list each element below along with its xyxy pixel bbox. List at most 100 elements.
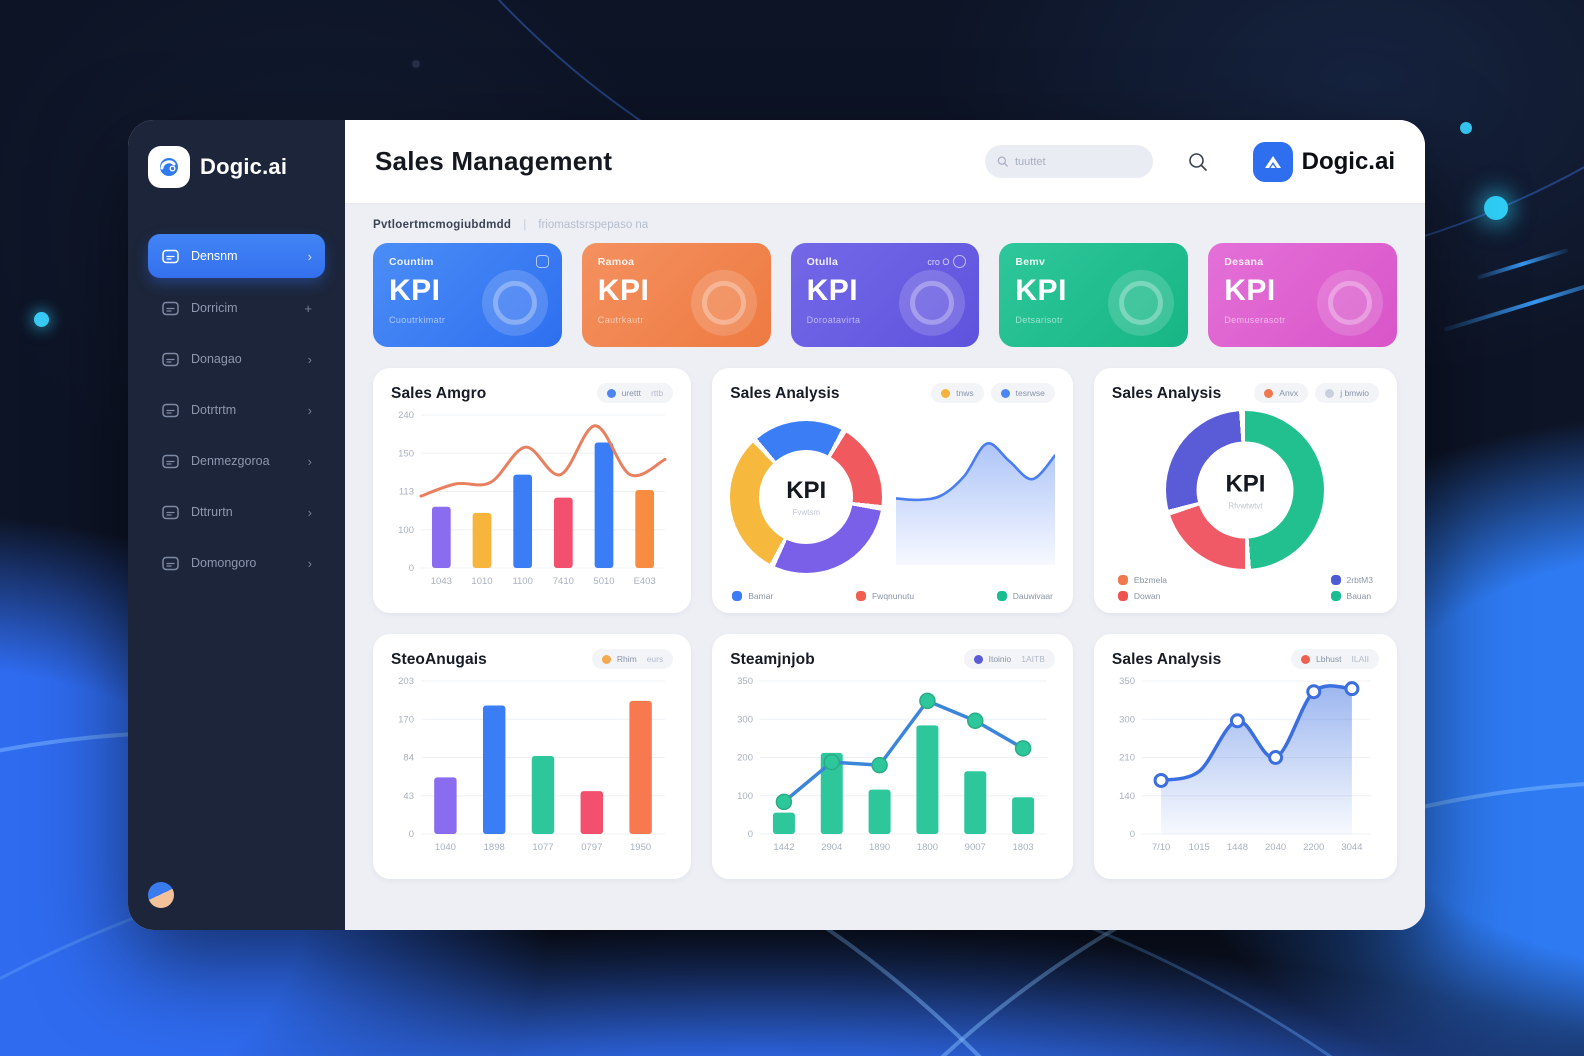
kpi-card-2[interactable]: Otulla KPI Doroatavirta cro O <box>790 243 980 347</box>
legend-dot <box>1300 654 1310 664</box>
kpi-value: KPI <box>1015 274 1067 307</box>
legend-chip[interactable]: Lbhust ILAII <box>1290 649 1379 669</box>
search-icon[interactable] <box>1187 151 1209 173</box>
kpi-label: Otulla <box>806 256 839 268</box>
sidebar-item-label: Denmezgoroa <box>191 454 270 468</box>
svg-text:1950: 1950 <box>630 842 651 853</box>
sidebar-logo[interactable]: Dogic.ai <box>148 146 325 188</box>
page-title: Sales Management <box>375 146 613 176</box>
svg-text:203: 203 <box>398 676 414 687</box>
legend-chip[interactable]: urettt rttb <box>596 383 674 403</box>
kpi-corner-icon: cro O <box>927 255 967 268</box>
svg-text:210: 210 <box>1119 753 1135 764</box>
search-input[interactable] <box>1014 155 1141 168</box>
svg-text:100: 100 <box>398 525 414 536</box>
kpi-card-4[interactable]: Desana KPI Demuserasotr <box>1208 243 1397 347</box>
svg-text:1015: 1015 <box>1189 842 1210 853</box>
svg-text:200: 200 <box>737 753 753 764</box>
main-panel: Sales Management <box>345 120 1425 930</box>
sidebar-item-2[interactable]: Donagao › <box>148 338 325 380</box>
svg-text:100: 100 <box>737 791 753 802</box>
sidebar-menu: Densnm › Dorricim + Donagao › Dotrtrtm ›… <box>148 234 325 584</box>
legend-chip[interactable]: tesrwse <box>990 383 1055 403</box>
chart-title: Sales Analysis <box>1111 651 1222 668</box>
kpi-card-1[interactable]: Ramoa KPI Cautrkautr <box>581 243 771 347</box>
sidebar-item-label: Donagao <box>191 352 242 366</box>
sidebar-item-0[interactable]: Densnm › <box>148 234 325 278</box>
breadcrumb-divider: | <box>523 219 527 231</box>
svg-text:1043: 1043 <box>431 576 452 587</box>
sidebar-item-1[interactable]: Dorricim + <box>148 287 325 329</box>
header-logo-text: Dogic.ai <box>1301 147 1395 175</box>
menu-item-icon <box>162 249 179 263</box>
topbar: Sales Management <box>345 120 1425 204</box>
legend-chip[interactable]: tnws <box>931 383 984 403</box>
breadcrumb-secondary[interactable]: friomastsrspepaso na <box>538 219 649 231</box>
chart-title: Sales Analysis <box>1111 385 1222 402</box>
legend-dot <box>973 654 983 664</box>
legend-chip[interactable]: Rhim eurs <box>591 649 674 669</box>
svg-text:170: 170 <box>398 714 414 725</box>
kpi-caption: Demuserasotr <box>1224 315 1286 325</box>
chart-card-bars-line: Steamjnjob Itoinio 1AITB 350 300 200 100 0 144… <box>712 634 1073 879</box>
svg-text:E403: E403 <box>634 576 656 587</box>
svg-text:7410: 7410 <box>553 576 574 587</box>
svg-text:1448: 1448 <box>1227 842 1248 853</box>
legend-dot <box>1330 591 1341 601</box>
svg-text:140: 140 <box>1119 791 1135 802</box>
logo-icon <box>148 146 190 188</box>
sidebar-item-4[interactable]: Denmezgoroa › <box>148 440 325 482</box>
svg-text:1010: 1010 <box>471 576 492 587</box>
avatar[interactable] <box>148 882 174 908</box>
legend-item: 2rbtM3 <box>1330 575 1373 585</box>
legend-dot <box>1264 388 1274 398</box>
svg-text:2200: 2200 <box>1303 842 1324 853</box>
svg-text:1040: 1040 <box>435 842 456 853</box>
legend-item: Ebzmela <box>1117 575 1167 585</box>
svg-text:1800: 1800 <box>917 842 938 853</box>
svg-text:3044: 3044 <box>1341 842 1362 853</box>
header-logo-icon <box>1252 141 1293 182</box>
menu-item-icon <box>162 556 179 570</box>
donut-center-value: KPI <box>786 477 827 504</box>
chevron-right-icon: › <box>307 504 312 520</box>
svg-text:240: 240 <box>398 410 414 421</box>
svg-text:5010: 5010 <box>593 576 614 587</box>
chevron-right-icon: › <box>307 453 312 469</box>
kpi-card-0[interactable]: Countim KPI Cuoutrkimatr <box>373 243 562 347</box>
svg-text:0: 0 <box>409 563 414 574</box>
legend-dot <box>941 388 951 398</box>
svg-text:1803: 1803 <box>1013 842 1034 853</box>
svg-text:350: 350 <box>1119 676 1135 687</box>
legend-dot <box>996 591 1007 601</box>
legend-dot <box>855 591 866 601</box>
legend-item: Bamar <box>732 591 773 601</box>
chart-legend-bottom: Ebzmela Dowan 2rbtM3 Bauan <box>1112 573 1379 601</box>
kpi-caption: Doroatavirta <box>806 315 861 325</box>
chart-card-donut: Sales Analysis Anvx j bmwio KPI Rfvwtwtvt <box>1093 368 1397 613</box>
legend-chip[interactable]: j bmwio <box>1315 383 1379 403</box>
legend-column: Ebzmela Dowan <box>1117 575 1167 601</box>
donut-center-caption: Fvwtsm <box>792 508 821 517</box>
svg-text:0: 0 <box>409 829 414 840</box>
menu-item-icon <box>162 454 179 468</box>
sidebar-item-label: Dorricim <box>191 301 238 315</box>
sidebar-logo-text: Dogic.ai <box>200 154 288 179</box>
search-icon <box>997 156 1008 167</box>
donut-center-value: KPI <box>1225 470 1266 497</box>
chart-title: Steamjnjob <box>730 651 815 668</box>
search-box[interactable] <box>984 145 1153 178</box>
bar-line-chart: 240 150 113 100 0 1043 1010 1100 7410 5010 E403 <box>391 407 673 588</box>
sidebar-item-5[interactable]: Dttrurtn › <box>148 491 325 533</box>
chart-legend: Anvx j bmwio <box>1254 383 1379 403</box>
legend-chip[interactable]: Anvx <box>1254 383 1309 403</box>
sidebar-item-6[interactable]: Domongoro › <box>148 542 325 584</box>
legend-chip[interactable]: Itoinio 1AITB <box>963 649 1055 669</box>
legend-dot <box>1330 575 1341 585</box>
chevron-right-icon: › <box>307 351 312 367</box>
legend-column: 2rbtM3 Bauan <box>1330 575 1373 601</box>
sidebar-item-3[interactable]: Dotrtrtm › <box>148 389 325 431</box>
breadcrumb-primary[interactable]: Pvtloertmcmogiubdmdd <box>373 219 512 231</box>
kpi-card-3[interactable]: Bemv KPI Detsarisotr <box>999 243 1189 347</box>
